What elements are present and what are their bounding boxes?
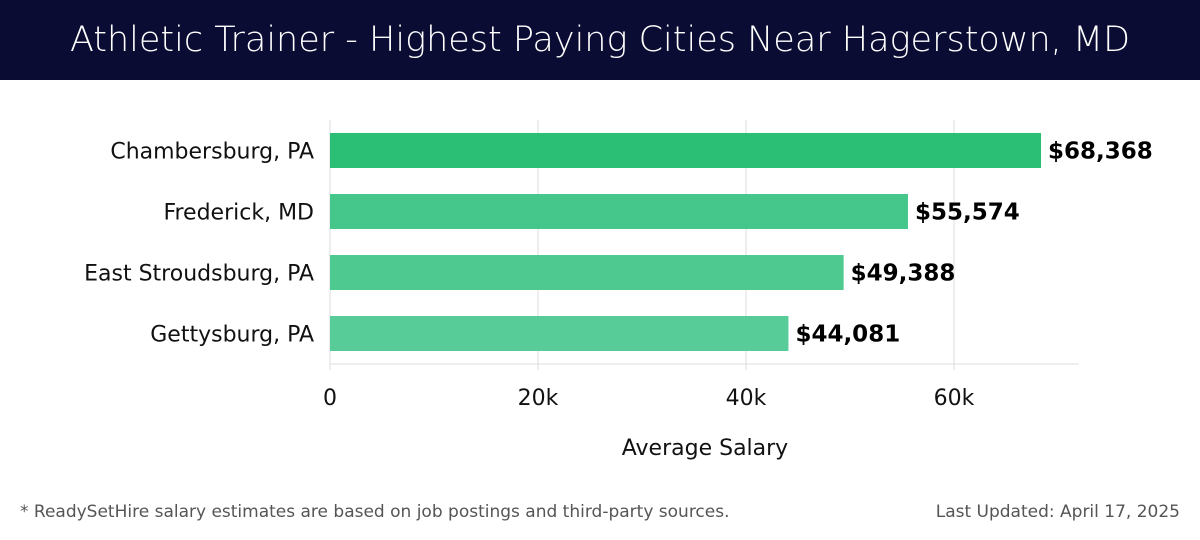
data-label: $68,368 [1048,139,1153,165]
x-tick-label: 20k [518,386,559,411]
x-tick-label: 40k [726,386,767,411]
data-label: $44,081 [795,322,900,348]
x-axis-label: Average Salary [622,436,788,461]
last-updated: Last Updated: April 17, 2025 [935,502,1180,522]
bar [330,255,844,290]
bar [330,133,1042,168]
data-label: $49,388 [851,261,956,287]
bar [330,316,789,351]
x-tick-label: 60k [934,386,975,411]
category-label: Gettysburg, PA [150,323,314,348]
bar-chart: Chambersburg, PA $68,368 Frederick, MD $55,… [84,120,1153,461]
x-tick-label: 0 [323,386,337,411]
chart-title: Athletic Trainer - Highest Paying Cities… [0,0,1200,80]
category-label: Frederick, MD [163,201,314,226]
footnote: * ReadySetHire salary estimates are base… [20,502,730,522]
category-label: East Stroudsburg, PA [84,262,314,287]
category-label: Chambersburg, PA [110,140,314,165]
bar [330,194,908,229]
data-label: $55,574 [915,200,1020,226]
